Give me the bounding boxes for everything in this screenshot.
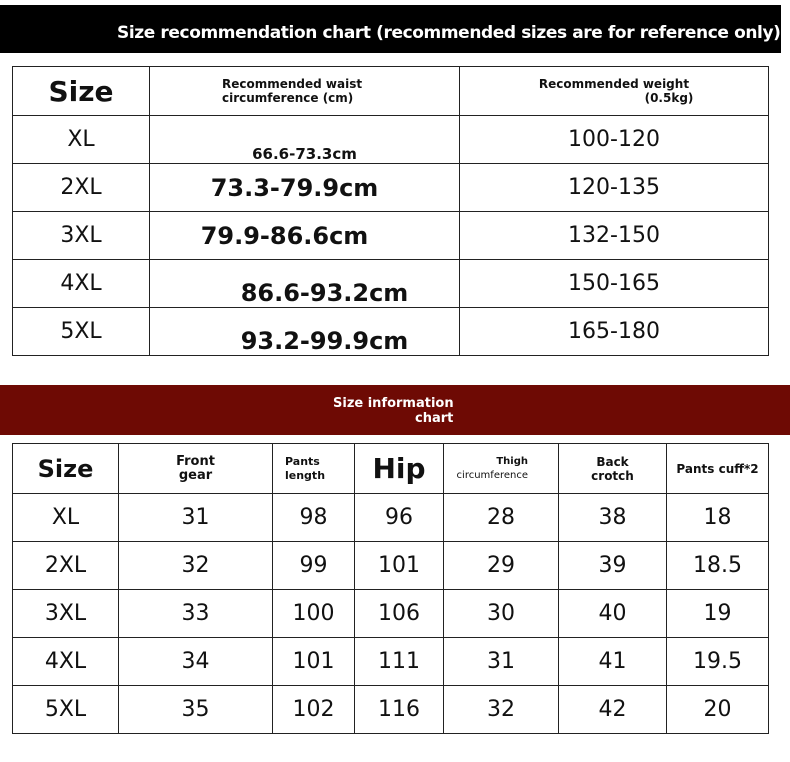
weight-cell: 165-180: [459, 307, 769, 356]
size-cell: 2XL: [12, 163, 150, 212]
header-thigh: Thigh circumference: [443, 443, 559, 494]
thigh-cell: 29: [443, 541, 559, 590]
table-row: 2XL 32 99 101 29 39 18.5: [12, 541, 769, 590]
header-pants-cuff: Pants cuff*2: [666, 443, 769, 494]
waist-cell: 79.9-86.6cm: [149, 211, 460, 260]
back-crotch-cell: 40: [558, 589, 667, 638]
front-gear-cell: 31: [118, 493, 273, 542]
waist-cell: 66.6-73.3cm: [149, 115, 460, 164]
front-gear-cell: 33: [118, 589, 273, 638]
back-crotch-cell: 41: [558, 637, 667, 686]
table-row: 5XL 35 102 116 32 42 20: [12, 685, 769, 734]
table-row: XL 31 98 96 28 38 18: [12, 493, 769, 542]
pants-length-cell: 101: [272, 637, 355, 686]
size-cell: 3XL: [12, 211, 150, 260]
front-gear-cell: 35: [118, 685, 273, 734]
size-cell: 5XL: [12, 685, 119, 734]
hip-cell: 101: [354, 541, 444, 590]
table-row: 2XL 73.3-79.9cm 120-135: [12, 163, 769, 212]
pants-length-cell: 102: [272, 685, 355, 734]
size-cell: 4XL: [12, 259, 150, 308]
size-cell: XL: [12, 115, 150, 164]
size-cell: 4XL: [12, 637, 119, 686]
pants-length-cell: 99: [272, 541, 355, 590]
hip-cell: 111: [354, 637, 444, 686]
weight-cell: 150-165: [459, 259, 769, 308]
table-row: 4XL 34 101 111 31 41 19.5: [12, 637, 769, 686]
front-gear-cell: 32: [118, 541, 273, 590]
information-title: Size information chart: [0, 385, 790, 435]
waist-cell: 86.6-93.2cm: [149, 259, 460, 308]
weight-cell: 132-150: [459, 211, 769, 260]
hip-cell: 96: [354, 493, 444, 542]
pants-length-cell: 100: [272, 589, 355, 638]
size-cell: 2XL: [12, 541, 119, 590]
header-size: Size: [12, 66, 150, 116]
size-cell: 3XL: [12, 589, 119, 638]
thigh-cell: 31: [443, 637, 559, 686]
recommendation-title: Size recommendation chart (recommended s…: [0, 5, 781, 53]
table-header-row: Size Recommended waist circumference (cm)…: [12, 66, 769, 116]
back-crotch-cell: 39: [558, 541, 667, 590]
header-waist: Recommended waist circumference (cm): [149, 66, 460, 116]
size-cell: 5XL: [12, 307, 150, 356]
size-cell: XL: [12, 493, 119, 542]
hip-cell: 116: [354, 685, 444, 734]
back-crotch-cell: 38: [558, 493, 667, 542]
header-back-crotch: Back crotch: [558, 443, 667, 494]
pants-cuff-cell: 18: [666, 493, 769, 542]
thigh-cell: 30: [443, 589, 559, 638]
back-crotch-cell: 42: [558, 685, 667, 734]
table-row: 4XL 86.6-93.2cm 150-165: [12, 259, 769, 308]
pants-length-cell: 98: [272, 493, 355, 542]
waist-cell: 73.3-79.9cm: [149, 163, 460, 212]
header-weight: Recommended weight (0.5kg): [459, 66, 769, 116]
recommendation-table: Size Recommended waist circumference (cm)…: [12, 66, 769, 356]
information-table: Size Front gear Pants length Hip Thigh circ…: [12, 443, 769, 734]
pants-cuff-cell: 18.5: [666, 541, 769, 590]
pants-cuff-cell: 19.5: [666, 637, 769, 686]
header-size: Size: [12, 443, 119, 494]
table-row: 5XL 93.2-99.9cm 165-180: [12, 307, 769, 356]
weight-cell: 120-135: [459, 163, 769, 212]
thigh-cell: 32: [443, 685, 559, 734]
table-header-row: Size Front gear Pants length Hip Thigh circ…: [12, 443, 769, 494]
header-pants-length: Pants length: [272, 443, 355, 494]
table-row: 3XL 33 100 106 30 40 19: [12, 589, 769, 638]
hip-cell: 106: [354, 589, 444, 638]
pants-cuff-cell: 20: [666, 685, 769, 734]
front-gear-cell: 34: [118, 637, 273, 686]
thigh-cell: 28: [443, 493, 559, 542]
header-front-gear: Front gear: [118, 443, 273, 494]
table-row: 3XL 79.9-86.6cm 132-150: [12, 211, 769, 260]
header-hip: Hip: [354, 443, 444, 494]
pants-cuff-cell: 19: [666, 589, 769, 638]
weight-cell: 100-120: [459, 115, 769, 164]
table-row: XL 66.6-73.3cm 100-120: [12, 115, 769, 164]
waist-cell: 93.2-99.9cm: [149, 307, 460, 356]
